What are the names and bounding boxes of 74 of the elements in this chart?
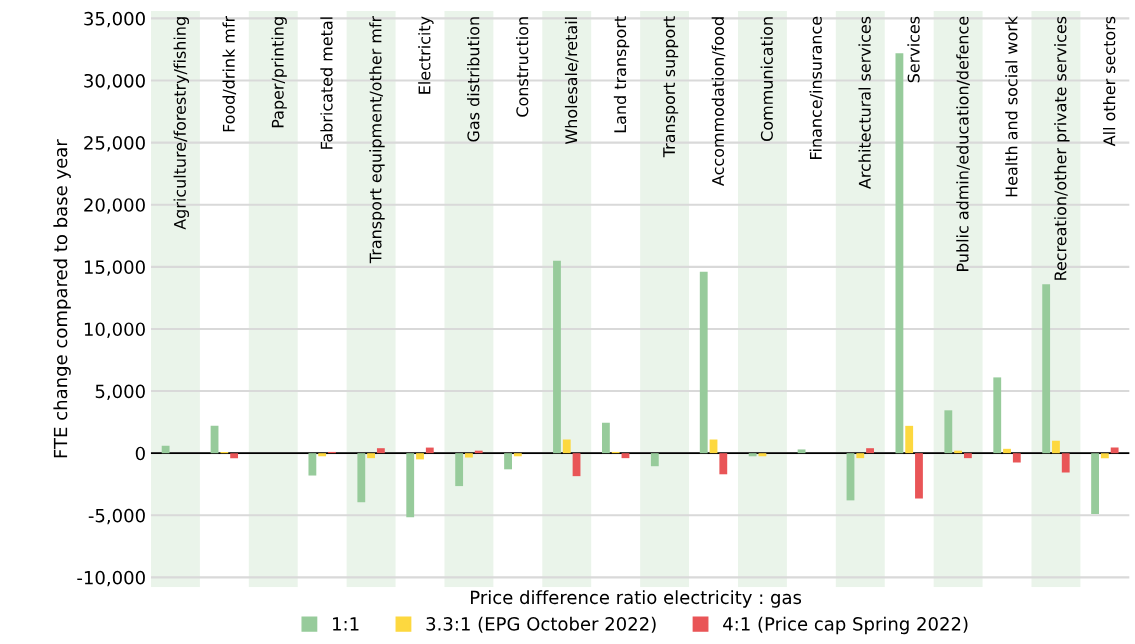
- bar: [553, 260, 561, 454]
- bar: [650, 453, 659, 467]
- bar: [1091, 453, 1099, 515]
- x-tick-label: Land transport: [613, 16, 630, 133]
- bar: [465, 453, 473, 458]
- bar: [161, 445, 170, 454]
- bar: [748, 453, 757, 457]
- bar: [856, 453, 865, 459]
- x-tick-label: Transport support: [663, 16, 679, 158]
- bar: [797, 449, 806, 454]
- bar: [513, 453, 522, 457]
- legend-label: 1:1: [333, 617, 359, 631]
- bar: [1100, 453, 1109, 459]
- x-tick-label: Wholesale/retail: [564, 17, 579, 145]
- y-tick-label: 5,000: [95, 384, 145, 401]
- y-tick-label: 25,000: [84, 136, 145, 152]
- x-tick-label: Gas distribution: [467, 17, 480, 142]
- bar: [562, 439, 571, 454]
- bar: [1003, 448, 1011, 454]
- y-tick-label: -10,000: [77, 570, 145, 587]
- bar: [993, 377, 1002, 454]
- bar: [455, 453, 464, 487]
- y-tick-label: 20,000: [84, 198, 145, 214]
- bar: [504, 453, 512, 470]
- legend-title: Price difference ratio electricity : gas: [471, 590, 802, 608]
- x-tick-label: Fabricated metal: [320, 17, 333, 149]
- x-tick-label: Food/drink mfr: [222, 15, 237, 132]
- y-tick-label: 35,000: [84, 11, 145, 28]
- bar: [357, 453, 366, 503]
- legend-label: 4:1 (Price cap Spring 2022): [723, 616, 968, 635]
- bar: [905, 425, 914, 454]
- bar: [1042, 284, 1051, 454]
- bar: [425, 447, 434, 454]
- bar: [944, 410, 953, 454]
- bar: [318, 453, 327, 457]
- bar: [406, 453, 415, 518]
- bar: [601, 422, 610, 454]
- y-tick-label: 0: [135, 446, 145, 461]
- x-tick-label: Architectural services: [858, 16, 871, 189]
- bar: [1110, 447, 1119, 454]
- y-tick-label: 15,000: [84, 260, 145, 276]
- x-tick-label: Health and social work: [1005, 15, 1018, 197]
- bar: [376, 448, 385, 454]
- y-axis-title: FTE change compared to base year: [53, 139, 71, 458]
- x-tick-label: Paper/printing: [271, 17, 287, 128]
- bar: [1052, 440, 1060, 454]
- bar: [308, 453, 317, 476]
- bar: [416, 453, 424, 460]
- x-tick-label: Services: [907, 16, 920, 83]
- bar: [963, 453, 972, 459]
- bar: [1012, 453, 1021, 463]
- x-tick-label: Recreation/other private services: [1054, 16, 1070, 280]
- bar: [367, 453, 375, 459]
- x-tick-label: Construction: [515, 17, 529, 117]
- bar: [915, 453, 923, 499]
- bar: [699, 271, 708, 454]
- bar: [866, 448, 874, 454]
- legend-label: 3.3:1 (EPG October 2022): [426, 616, 656, 633]
- x-tick-label: Agriculture/forestry/fishing: [173, 17, 190, 230]
- bar: [621, 453, 630, 459]
- x-tick-label: Transport equipment/other mfr: [369, 15, 385, 264]
- x-tick-label: Finance/insurance: [809, 16, 824, 159]
- x-tick-label: Electricity: [418, 16, 434, 94]
- x-tick-label: Communication: [760, 17, 773, 141]
- bar: [230, 453, 239, 459]
- y-tick-label: -5,000: [88, 508, 145, 525]
- y-tick-label: 30,000: [84, 73, 145, 90]
- x-tick-label: Public admin/education/defence: [956, 16, 970, 271]
- x-tick-label: All other sectors: [1103, 16, 1116, 147]
- bar: [1061, 453, 1070, 473]
- bar: [719, 453, 728, 475]
- y-tick-label: 10,000: [84, 322, 145, 338]
- x-tick-label: Accommodation/food: [711, 17, 726, 186]
- bar: [895, 53, 904, 454]
